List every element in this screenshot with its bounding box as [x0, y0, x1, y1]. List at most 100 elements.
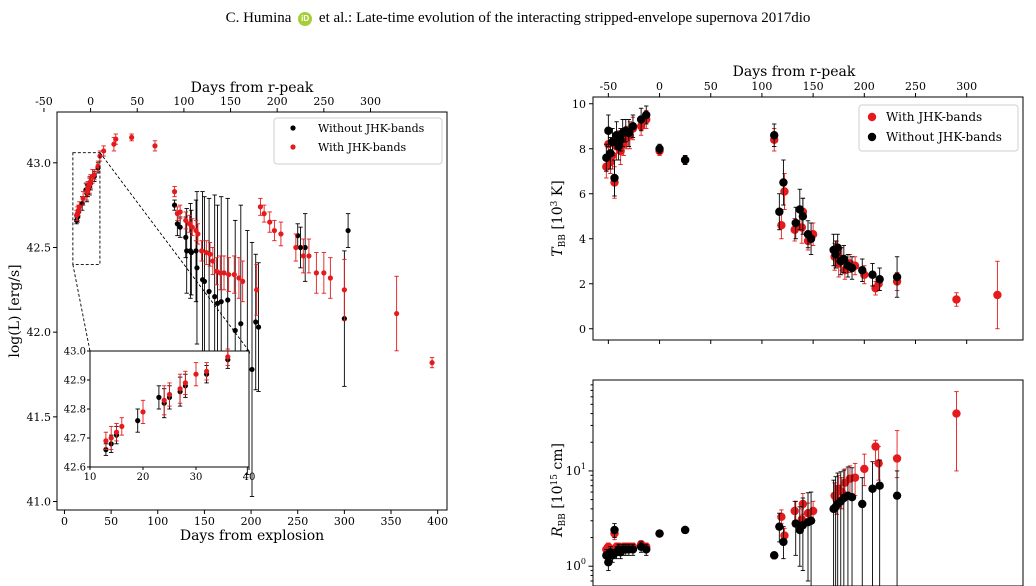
x-tick-label: 100	[147, 515, 168, 528]
legend-label: Without JHK-bands	[318, 122, 425, 135]
with-jhk-point	[993, 290, 1002, 300]
with-jhk-point	[177, 209, 183, 215]
with-jhk-point	[152, 143, 158, 149]
without-jhk-point	[604, 126, 613, 135]
top-tick-label: 250	[905, 80, 926, 93]
without-jhk-point	[156, 394, 162, 400]
y-tick-label: 0	[579, 323, 586, 336]
with-jhk-point	[777, 221, 786, 230]
inset-x-tick-label: 10	[84, 472, 97, 483]
with-jhk-point	[892, 454, 902, 463]
without-jhk-point	[680, 525, 690, 535]
x-tick-label: 0	[61, 515, 68, 528]
top-tick-label: 0	[87, 95, 94, 108]
top-tick-label: 200	[267, 95, 288, 108]
with-jhk-point	[171, 189, 178, 195]
without-jhk-point	[606, 149, 615, 158]
without-jhk-point	[604, 558, 613, 567]
with-jhk-point	[221, 270, 227, 276]
page-header: C. Humina iD et al.: Late-time evolution…	[0, 10, 1036, 27]
without-jhk-point	[610, 173, 619, 183]
with-jhk-point	[161, 397, 167, 403]
with-jhk-point	[182, 380, 188, 386]
without-jhk-point	[858, 266, 867, 275]
without-jhk-point	[779, 178, 788, 187]
inset-data	[103, 348, 231, 456]
with-jhk-point	[226, 271, 232, 278]
without-jhk-point	[608, 137, 617, 147]
with-jhk-point	[80, 195, 86, 201]
legend-marker	[290, 144, 296, 150]
with-jhk-point	[236, 275, 242, 281]
with-jhk-point	[189, 224, 195, 230]
without-jhk-point	[875, 275, 884, 284]
without-jhk-point	[177, 224, 183, 230]
without-jhk-point	[806, 516, 816, 525]
with-jhk-point	[952, 295, 961, 304]
y-tick-label: 43.0	[27, 157, 52, 170]
inset-x-tick-label: 30	[190, 472, 203, 483]
with-jhk-point	[327, 275, 333, 281]
with-jhk-point	[306, 253, 312, 259]
legend-marker	[290, 125, 296, 131]
top-tick-label: -50	[599, 80, 617, 93]
without-jhk-point	[206, 288, 212, 295]
without-jhk-point	[779, 537, 788, 547]
inset-y-tick-label: 43.0	[64, 347, 86, 358]
without-jhk-point	[255, 324, 262, 330]
with-jhk-point	[254, 287, 260, 293]
with-jhk-point	[231, 271, 237, 278]
author-name: C. Humina	[225, 10, 292, 26]
with-jhk-point	[210, 258, 216, 264]
with-jhk-point	[101, 148, 107, 154]
with-jhk-point	[177, 386, 183, 392]
legend-marker	[867, 132, 877, 142]
with-jhk-point	[780, 531, 789, 540]
without-jhk-point	[345, 227, 351, 234]
x-tick-label: 200	[241, 515, 262, 528]
with-jhk-point	[394, 310, 400, 317]
with-jhk-point	[871, 442, 880, 451]
with-jhk-point	[76, 204, 82, 210]
with-jhk-point	[874, 459, 883, 468]
without-jhk-point	[642, 545, 651, 554]
zoom-connector	[99, 152, 250, 352]
x-tick-label: 150	[194, 515, 215, 528]
without-jhk-point	[628, 545, 638, 554]
inset-x-tick-label: 20	[137, 472, 150, 483]
with-jhk-point	[103, 438, 109, 444]
with-jhk-point	[129, 134, 135, 141]
top-axis-label: Days from r-peak	[191, 80, 314, 96]
with-jhk-point	[300, 253, 306, 259]
without-jhk-point	[184, 248, 190, 254]
with-jhk-point	[293, 244, 299, 251]
x-tick-label: 300	[334, 515, 355, 528]
with-jhk-point	[240, 278, 246, 284]
with-jhk-point	[780, 187, 789, 196]
top-tick-label: -50	[35, 95, 53, 108]
without-jhk-point	[892, 491, 902, 500]
without-jhk-point	[201, 278, 208, 284]
y-axis-label: log(L) [erg/s]	[7, 264, 23, 357]
orcid-icon[interactable]: iD	[298, 12, 313, 26]
without-jhk-point	[892, 272, 902, 282]
y-tick-label: 8	[579, 143, 586, 156]
without-jhk-point	[297, 244, 304, 251]
with-jhk-point	[341, 287, 347, 293]
with-jhk-point	[429, 360, 435, 366]
with-jhk-point	[166, 391, 173, 398]
y-tick-label: 2	[579, 278, 586, 291]
without-jhk-point	[194, 265, 200, 271]
without-jhk-point	[135, 418, 141, 424]
y-tick-label: 10	[572, 98, 586, 111]
with-jhk-point	[183, 217, 189, 223]
without-jhk-point	[833, 243, 842, 252]
inset-y-tick-label: 42.8	[64, 405, 86, 416]
without-jhk-point	[847, 263, 857, 273]
top-tick-label: 50	[130, 95, 144, 108]
without-jhk-point	[868, 270, 877, 279]
without-jhk-point	[238, 321, 244, 327]
zoom-box	[72, 152, 101, 265]
with-jhk-point	[113, 136, 119, 142]
